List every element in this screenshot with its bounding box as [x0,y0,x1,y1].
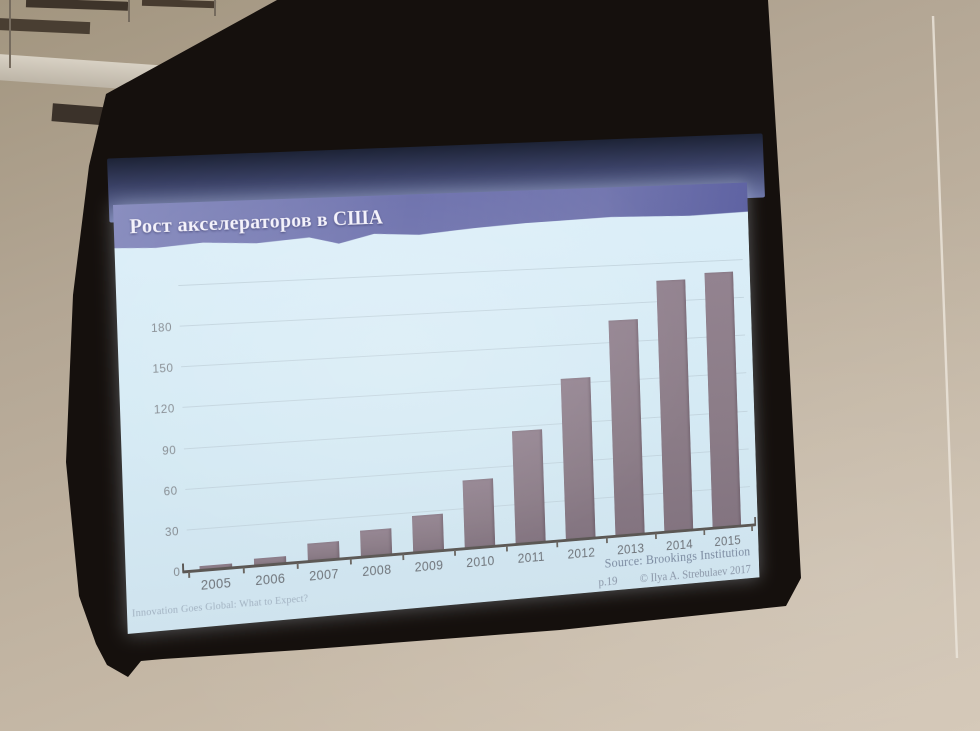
bar-2009 [411,513,444,553]
slide: Рост акселераторов в США 0 30 60 90 120 150 18… [113,182,760,634]
x-tick-label: 2006 [255,570,286,589]
y-tick-label: 60 [163,483,178,499]
y-tick-label: 150 [152,361,174,377]
x-tick-label: 2009 [414,557,444,575]
hanger-rod [9,0,11,68]
x-tick-mark [751,525,753,532]
bar-2008 [359,527,393,557]
y-tick-label: 180 [150,320,173,336]
x-tick-mark [350,558,353,565]
axis-end-hook [181,563,185,572]
slide-footer: Innovation Goes Global: What to Expect? [131,593,309,620]
plot-area [178,259,751,571]
bar-2011 [512,428,546,545]
x-tick-label: 2012 [567,545,596,562]
x-tick-mark [555,541,558,548]
x-tick-mark [296,562,299,569]
x-tick-label: 2007 [308,566,339,584]
wall-cable [931,15,959,659]
x-tick-mark [188,571,191,578]
x-tick-mark [605,537,608,544]
hanger-rod [128,0,130,22]
bar-2010 [462,477,496,549]
x-tick-mark [402,554,405,561]
x-tick-mark [242,567,245,574]
y-tick-label: 90 [161,442,177,458]
y-tick-label: 0 [173,564,181,580]
hanger-rod [214,0,216,16]
x-tick-label: 2005 [200,575,232,593]
x-tick-label: 2008 [362,562,392,579]
x-tick-mark [505,545,508,552]
y-tick-label: 120 [153,401,175,418]
bar-2012 [560,376,596,540]
bar-2013 [608,318,645,536]
x-tick-label: 2010 [466,553,495,571]
x-tick-mark [703,529,706,536]
axis-end-hook [754,516,757,525]
y-tick-label: 30 [164,524,180,539]
y-axis-labels: 0 30 60 90 120 150 180 [134,286,181,579]
page-number: p.19 [598,574,618,589]
bar-2014 [656,279,694,532]
x-tick-mark [454,549,457,556]
x-tick-mark [654,533,657,540]
x-tick-label: 2011 [517,549,545,566]
